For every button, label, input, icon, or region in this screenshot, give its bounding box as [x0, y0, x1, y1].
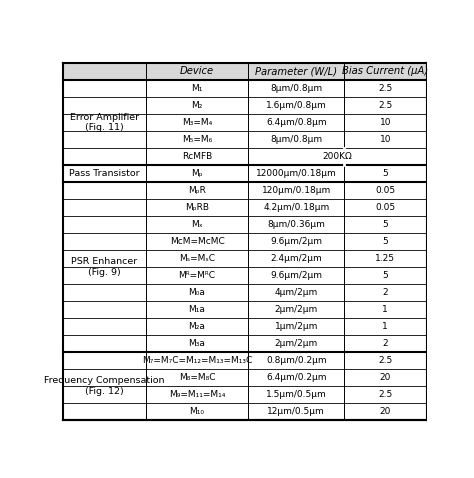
- Text: 9.6μm/2μm: 9.6μm/2μm: [270, 237, 322, 246]
- Text: 200KΩ: 200KΩ: [323, 152, 352, 161]
- Text: PSR Enhancer
(Fig. 9): PSR Enhancer (Fig. 9): [71, 257, 137, 277]
- Text: 6.4μm/0.8μm: 6.4μm/0.8μm: [266, 118, 327, 127]
- Text: MᴄM=MᴄMC: MᴄM=MᴄMC: [170, 237, 224, 246]
- Text: 12μm/0.5μm: 12μm/0.5μm: [267, 407, 325, 416]
- Text: M₈=M₈C: M₈=M₈C: [179, 373, 215, 382]
- Text: 2: 2: [383, 339, 388, 348]
- Text: 20: 20: [380, 373, 391, 382]
- Text: 5: 5: [383, 220, 388, 229]
- Text: MₚR: MₚR: [188, 186, 206, 195]
- Text: 1.25: 1.25: [375, 254, 395, 263]
- Text: 2.5: 2.5: [378, 390, 392, 399]
- Text: 20: 20: [380, 407, 391, 416]
- Text: M₂a: M₂a: [189, 322, 205, 331]
- Text: 9.6μm/2μm: 9.6μm/2μm: [270, 271, 322, 280]
- Text: 2.5: 2.5: [378, 356, 392, 365]
- Text: Mₓ: Mₓ: [191, 220, 203, 229]
- Text: Pass Transistor: Pass Transistor: [69, 169, 139, 178]
- Text: 0.8μm/0.2μm: 0.8μm/0.2μm: [266, 356, 327, 365]
- Text: 2.5: 2.5: [378, 84, 392, 93]
- Text: M₉=M₁₁=M₁₄: M₉=M₁₁=M₁₄: [169, 390, 225, 399]
- Text: Mᴿ=MᴿC: Mᴿ=MᴿC: [179, 271, 216, 280]
- Text: Device: Device: [180, 66, 214, 76]
- Text: MₚRB: MₚRB: [185, 203, 209, 212]
- Text: 5: 5: [383, 169, 388, 178]
- Text: M₅=M₆: M₅=M₆: [182, 135, 212, 144]
- Text: 0.05: 0.05: [375, 186, 395, 195]
- Text: Error Amplifier
(Fig. 11): Error Amplifier (Fig. 11): [70, 113, 139, 132]
- Text: M₃=M₄: M₃=M₄: [182, 118, 212, 127]
- Text: 2μm/2μm: 2μm/2μm: [274, 305, 318, 314]
- Text: Parameter (W/L): Parameter (W/L): [255, 66, 337, 76]
- Text: 1: 1: [383, 305, 388, 314]
- Text: 8μm/0.8μm: 8μm/0.8μm: [270, 135, 322, 144]
- Text: 6.4μm/0.2μm: 6.4μm/0.2μm: [266, 373, 327, 382]
- Text: 1.6μm/0.8μm: 1.6μm/0.8μm: [266, 101, 327, 110]
- Text: M₀a: M₀a: [189, 288, 205, 297]
- Text: 5: 5: [383, 237, 388, 246]
- Text: M₁₀: M₁₀: [190, 407, 204, 416]
- Text: 8μm/0.36μm: 8μm/0.36μm: [267, 220, 325, 229]
- Text: 4.2μm/0.18μm: 4.2μm/0.18μm: [263, 203, 329, 212]
- Text: Bias Current (μA): Bias Current (μA): [342, 66, 428, 76]
- Text: 8μm/0.8μm: 8μm/0.8μm: [270, 84, 322, 93]
- Text: M₃a: M₃a: [189, 339, 205, 348]
- Text: RᴄMFB: RᴄMFB: [182, 152, 212, 161]
- Text: 4μm/2μm: 4μm/2μm: [274, 288, 318, 297]
- Text: 10: 10: [380, 118, 391, 127]
- Text: Mₚ: Mₚ: [191, 169, 203, 178]
- Text: 2.5: 2.5: [378, 101, 392, 110]
- Text: M₁a: M₁a: [189, 305, 205, 314]
- Text: 2: 2: [383, 288, 388, 297]
- Text: M₂: M₂: [191, 101, 203, 110]
- Text: 0.05: 0.05: [375, 203, 395, 212]
- Text: 12000μm/0.18μm: 12000μm/0.18μm: [256, 169, 337, 178]
- Text: M₁: M₁: [191, 84, 203, 93]
- Bar: [63, 63, 427, 80]
- Text: 5: 5: [383, 271, 388, 280]
- Text: 2.4μm/2μm: 2.4μm/2μm: [270, 254, 322, 263]
- Text: 1: 1: [383, 322, 388, 331]
- Text: 2μm/2μm: 2μm/2μm: [274, 339, 318, 348]
- Text: 10: 10: [380, 135, 391, 144]
- Text: 1.5μm/0.5μm: 1.5μm/0.5μm: [266, 390, 327, 399]
- Text: Mₛ=MₛC: Mₛ=MₛC: [179, 254, 215, 263]
- Text: Frequency Compensation
(Fig. 12): Frequency Compensation (Fig. 12): [44, 376, 164, 396]
- Text: 1μm/2μm: 1μm/2μm: [274, 322, 318, 331]
- Text: 120μm/0.18μm: 120μm/0.18μm: [262, 186, 331, 195]
- Text: M₇=M₇C=M₁₂=M₁₃=M₁₃C: M₇=M₇C=M₁₂=M₁₃=M₁₃C: [142, 356, 252, 365]
